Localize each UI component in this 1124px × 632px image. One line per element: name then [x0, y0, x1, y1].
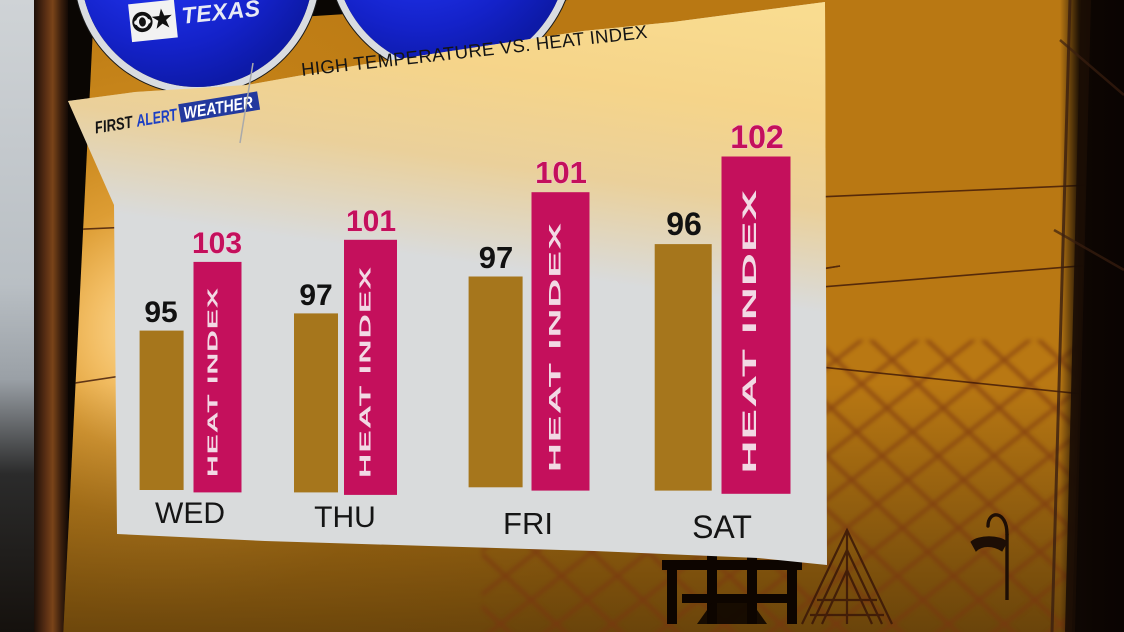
svg-text:ALERT: ALERT: [134, 105, 179, 131]
svg-text:HIGH TEMPERATURE VS. HEAT INDE: HIGH TEMPERATURE VS. HEAT INDEX: [300, 21, 648, 80]
svg-text:FIRST: FIRST: [93, 112, 135, 137]
